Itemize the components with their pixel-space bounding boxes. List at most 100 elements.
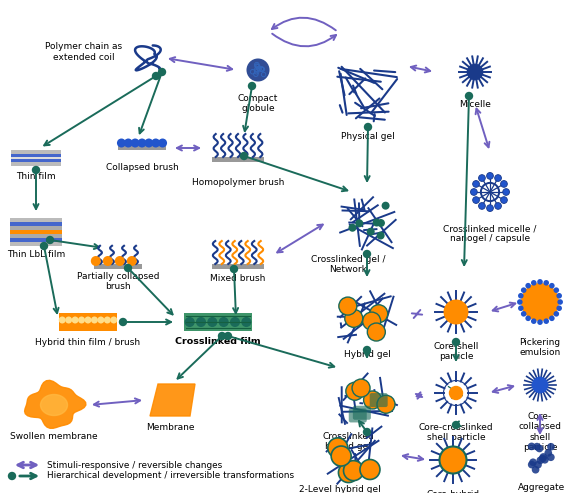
FancyBboxPatch shape [212, 157, 264, 162]
Circle shape [339, 297, 357, 315]
Circle shape [249, 82, 256, 90]
Circle shape [547, 443, 555, 451]
Circle shape [544, 449, 552, 457]
Circle shape [370, 305, 387, 323]
FancyBboxPatch shape [10, 242, 62, 246]
Text: Swollen membrane: Swollen membrane [10, 432, 98, 441]
Circle shape [473, 197, 479, 204]
Circle shape [377, 232, 385, 240]
Circle shape [525, 316, 531, 321]
Text: Crosslinked film: Crosslinked film [175, 337, 261, 346]
Circle shape [349, 224, 356, 232]
Circle shape [115, 256, 125, 266]
Circle shape [119, 318, 126, 325]
Text: Hierarchical development / irreversible transformations: Hierarchical development / irreversible … [47, 471, 294, 481]
Circle shape [352, 379, 370, 397]
Text: Crosslinked
hybrid gel: Crosslinked hybrid gel [322, 432, 374, 452]
Text: Partially collapsed
brush: Partially collapsed brush [77, 272, 159, 291]
Text: Crosslinked micelle /
nanogel / capsule: Crosslinked micelle / nanogel / capsule [443, 224, 537, 244]
Circle shape [152, 72, 159, 79]
Circle shape [360, 459, 380, 480]
Text: Membrane: Membrane [146, 423, 194, 432]
Circle shape [543, 318, 549, 324]
Circle shape [65, 317, 72, 323]
Text: Crosslinked gel /
Network: Crosslinked gel / Network [310, 255, 385, 275]
Circle shape [78, 317, 85, 323]
Text: Core-crosslinked
shell particle: Core-crosslinked shell particle [419, 423, 493, 442]
Circle shape [91, 256, 101, 266]
Circle shape [185, 317, 195, 327]
Circle shape [495, 175, 502, 181]
Circle shape [541, 456, 549, 463]
Text: Core-hybrid
shell particle: Core-hybrid shell particle [424, 490, 482, 493]
Circle shape [355, 219, 363, 227]
Circle shape [363, 391, 382, 409]
Circle shape [98, 317, 105, 323]
Polygon shape [41, 394, 68, 416]
Circle shape [443, 300, 469, 324]
Circle shape [145, 139, 153, 147]
Circle shape [534, 461, 542, 468]
Circle shape [525, 283, 531, 288]
Circle shape [557, 299, 563, 305]
Circle shape [230, 266, 238, 273]
Circle shape [556, 293, 562, 299]
FancyBboxPatch shape [10, 226, 62, 230]
Circle shape [517, 299, 523, 305]
FancyBboxPatch shape [370, 393, 387, 407]
Circle shape [365, 124, 372, 131]
Circle shape [537, 279, 543, 284]
FancyBboxPatch shape [10, 230, 62, 234]
FancyBboxPatch shape [184, 313, 252, 331]
Circle shape [531, 318, 537, 324]
Text: Homopolymer brush: Homopolymer brush [192, 178, 284, 187]
Circle shape [339, 462, 359, 483]
FancyBboxPatch shape [11, 159, 61, 162]
Circle shape [536, 445, 543, 453]
Text: Pickering
emulsion: Pickering emulsion [519, 338, 560, 357]
Circle shape [59, 317, 66, 323]
Circle shape [495, 203, 502, 210]
Circle shape [117, 139, 126, 147]
Circle shape [536, 457, 544, 464]
Circle shape [449, 386, 463, 400]
FancyBboxPatch shape [11, 154, 61, 157]
Circle shape [373, 218, 380, 226]
Circle shape [528, 461, 536, 468]
FancyBboxPatch shape [94, 264, 142, 269]
Circle shape [230, 317, 240, 327]
Circle shape [346, 382, 364, 400]
Text: Stimuli-responsive / reversible changes: Stimuli-responsive / reversible changes [47, 460, 222, 469]
Text: Core-
collapsed
shell
particle: Core- collapsed shell particle [519, 412, 562, 452]
Circle shape [500, 180, 507, 187]
Circle shape [345, 309, 363, 327]
Circle shape [467, 64, 483, 80]
Circle shape [470, 189, 477, 195]
Circle shape [124, 139, 133, 147]
Circle shape [547, 454, 554, 461]
Circle shape [331, 446, 351, 466]
Text: Polymer chain as
extended coil: Polymer chain as extended coil [45, 42, 122, 62]
Circle shape [529, 458, 537, 466]
Circle shape [479, 175, 485, 181]
Circle shape [521, 287, 526, 293]
FancyBboxPatch shape [59, 313, 117, 331]
Circle shape [91, 317, 98, 323]
Text: Hybrid gel: Hybrid gel [343, 350, 390, 359]
Text: Thin LbL film: Thin LbL film [7, 250, 65, 259]
Circle shape [553, 311, 559, 317]
FancyBboxPatch shape [212, 264, 264, 269]
FancyBboxPatch shape [10, 234, 62, 238]
Text: 2-Level hybrid gel: 2-Level hybrid gel [299, 485, 381, 493]
Circle shape [240, 152, 248, 160]
Circle shape [518, 306, 524, 311]
Circle shape [127, 256, 137, 266]
Text: Collapsed brush: Collapsed brush [106, 163, 178, 172]
Circle shape [219, 317, 229, 327]
Circle shape [159, 69, 165, 75]
Circle shape [532, 377, 549, 393]
Circle shape [158, 139, 167, 147]
Text: Hybrid thin film / brush: Hybrid thin film / brush [35, 338, 141, 347]
Text: Mixed brush: Mixed brush [211, 274, 266, 283]
Circle shape [8, 472, 15, 480]
